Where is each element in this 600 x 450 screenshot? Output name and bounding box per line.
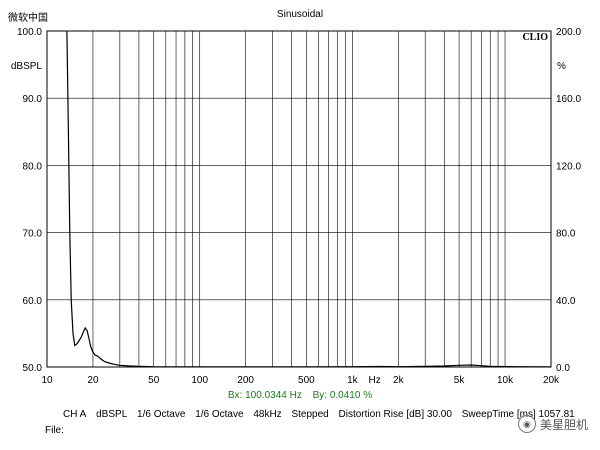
x-tick-label: 1k: [347, 375, 359, 386]
x-tick-label: 200: [237, 375, 254, 386]
y2-tick-label: 160.0: [556, 94, 581, 105]
y-tick-label: 50.0: [23, 363, 43, 374]
info-rate: 48kHz: [253, 409, 282, 420]
y-tick-labels: 100.0 90.0 80.0 70.0 60.0 50.0: [17, 27, 42, 374]
file-label: File:: [45, 425, 64, 436]
watermark-text: 美星胆机: [539, 417, 588, 432]
watermark: ◉ 美星胆机: [517, 415, 588, 433]
chart-grid: [47, 31, 551, 367]
y2-axis-label: %: [557, 61, 566, 72]
y-tick-label: 80.0: [23, 161, 43, 172]
info-mode: Stepped: [291, 409, 329, 420]
y-tick-label: 70.0: [23, 229, 43, 240]
x-tick-label: 500: [298, 375, 315, 386]
info-channel: CH A: [63, 409, 87, 420]
x-tick-label: 2k: [393, 375, 405, 386]
info-sweep: SweepTime [ms] 1057.81: [461, 409, 575, 420]
y-axis-label: dBSPL: [11, 61, 43, 72]
measurement-readout: Bx: 100.0344 Hz By: 0.0410 %: [0, 390, 600, 401]
y2-tick-label: 120.0: [556, 161, 581, 172]
measurement-info: CH A dBSPL 1/6 Octave 1/6 Octave 48kHz S…: [63, 409, 582, 420]
y2-tick-label: 200.0: [556, 27, 581, 38]
y2-tick-labels: 200.0 160.0 120.0 80.0 40.0 0.0: [556, 27, 581, 374]
y-tick-label: 100.0: [17, 27, 42, 38]
y2-tick-label: 40.0: [556, 296, 576, 307]
plot-frame: [46, 30, 552, 368]
x-tick-label: 5k: [454, 375, 466, 386]
header-left-text: 微软中国: [8, 13, 48, 24]
bx-readout: Bx: 100.0344 Hz: [227, 390, 302, 401]
info-unit: dBSPL: [96, 409, 128, 420]
x-tick-label: 20: [87, 375, 99, 386]
y-tick-label: 60.0: [23, 296, 43, 307]
x-axis-label: Hz: [369, 375, 381, 386]
info-octave-2: 1/6 Octave: [195, 409, 244, 420]
x-tick-label: 20k: [543, 375, 560, 386]
by-readout: By: 0.0410 %: [312, 390, 373, 401]
info-distortion: Distortion Rise [dB] 30.00: [338, 409, 452, 420]
y2-tick-label: 0.0: [556, 363, 570, 374]
brand-label: CLIO: [522, 32, 548, 43]
x-tick-labels: 10 20 50 100 200 500 1k 2k 5k 10k 20k: [41, 375, 560, 386]
x-tick-label: 100: [191, 375, 208, 386]
x-tick-label: 50: [148, 375, 160, 386]
y2-tick-label: 80.0: [556, 229, 576, 240]
info-octave-1: 1/6 Octave: [137, 409, 186, 420]
series-line: [66, 30, 552, 368]
x-tick-label: 10: [41, 375, 53, 386]
chart-title: Sinusoidal: [276, 9, 324, 20]
y-tick-label: 90.0: [23, 94, 43, 105]
wechat-icon: ◉: [517, 415, 536, 433]
x-tick-label: 10k: [497, 375, 514, 386]
